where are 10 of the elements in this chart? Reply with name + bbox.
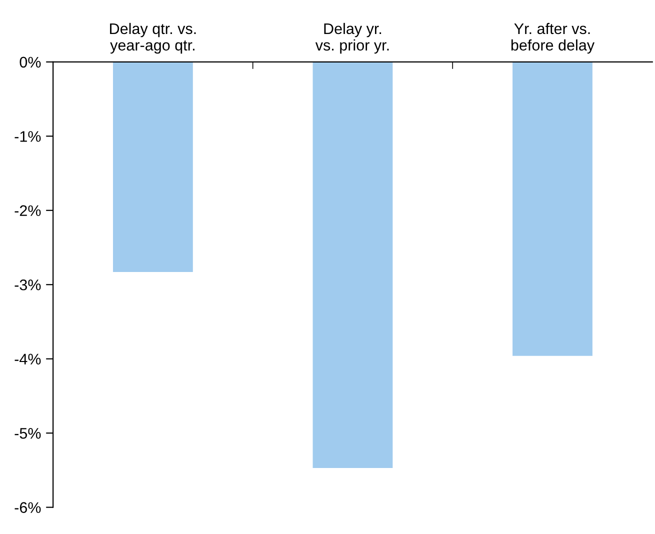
y-tick-label: -1% xyxy=(14,131,41,142)
y-tick-label: 0% xyxy=(20,56,41,68)
y-tick-label: -5% xyxy=(14,428,41,439)
y-tick-label: -2% xyxy=(14,205,41,216)
y-tick-label: -4% xyxy=(14,354,41,364)
y-tick-label: -3% xyxy=(14,279,41,290)
y-tick-label: -6% xyxy=(14,502,41,513)
x-tick-label: Yr. after vs. before delay xyxy=(511,22,595,54)
x-tick-label: Delay qtr. vs. year-ago qtr. xyxy=(110,22,196,54)
x-tick-label: Delay yr. vs. prior yr. xyxy=(315,22,389,54)
